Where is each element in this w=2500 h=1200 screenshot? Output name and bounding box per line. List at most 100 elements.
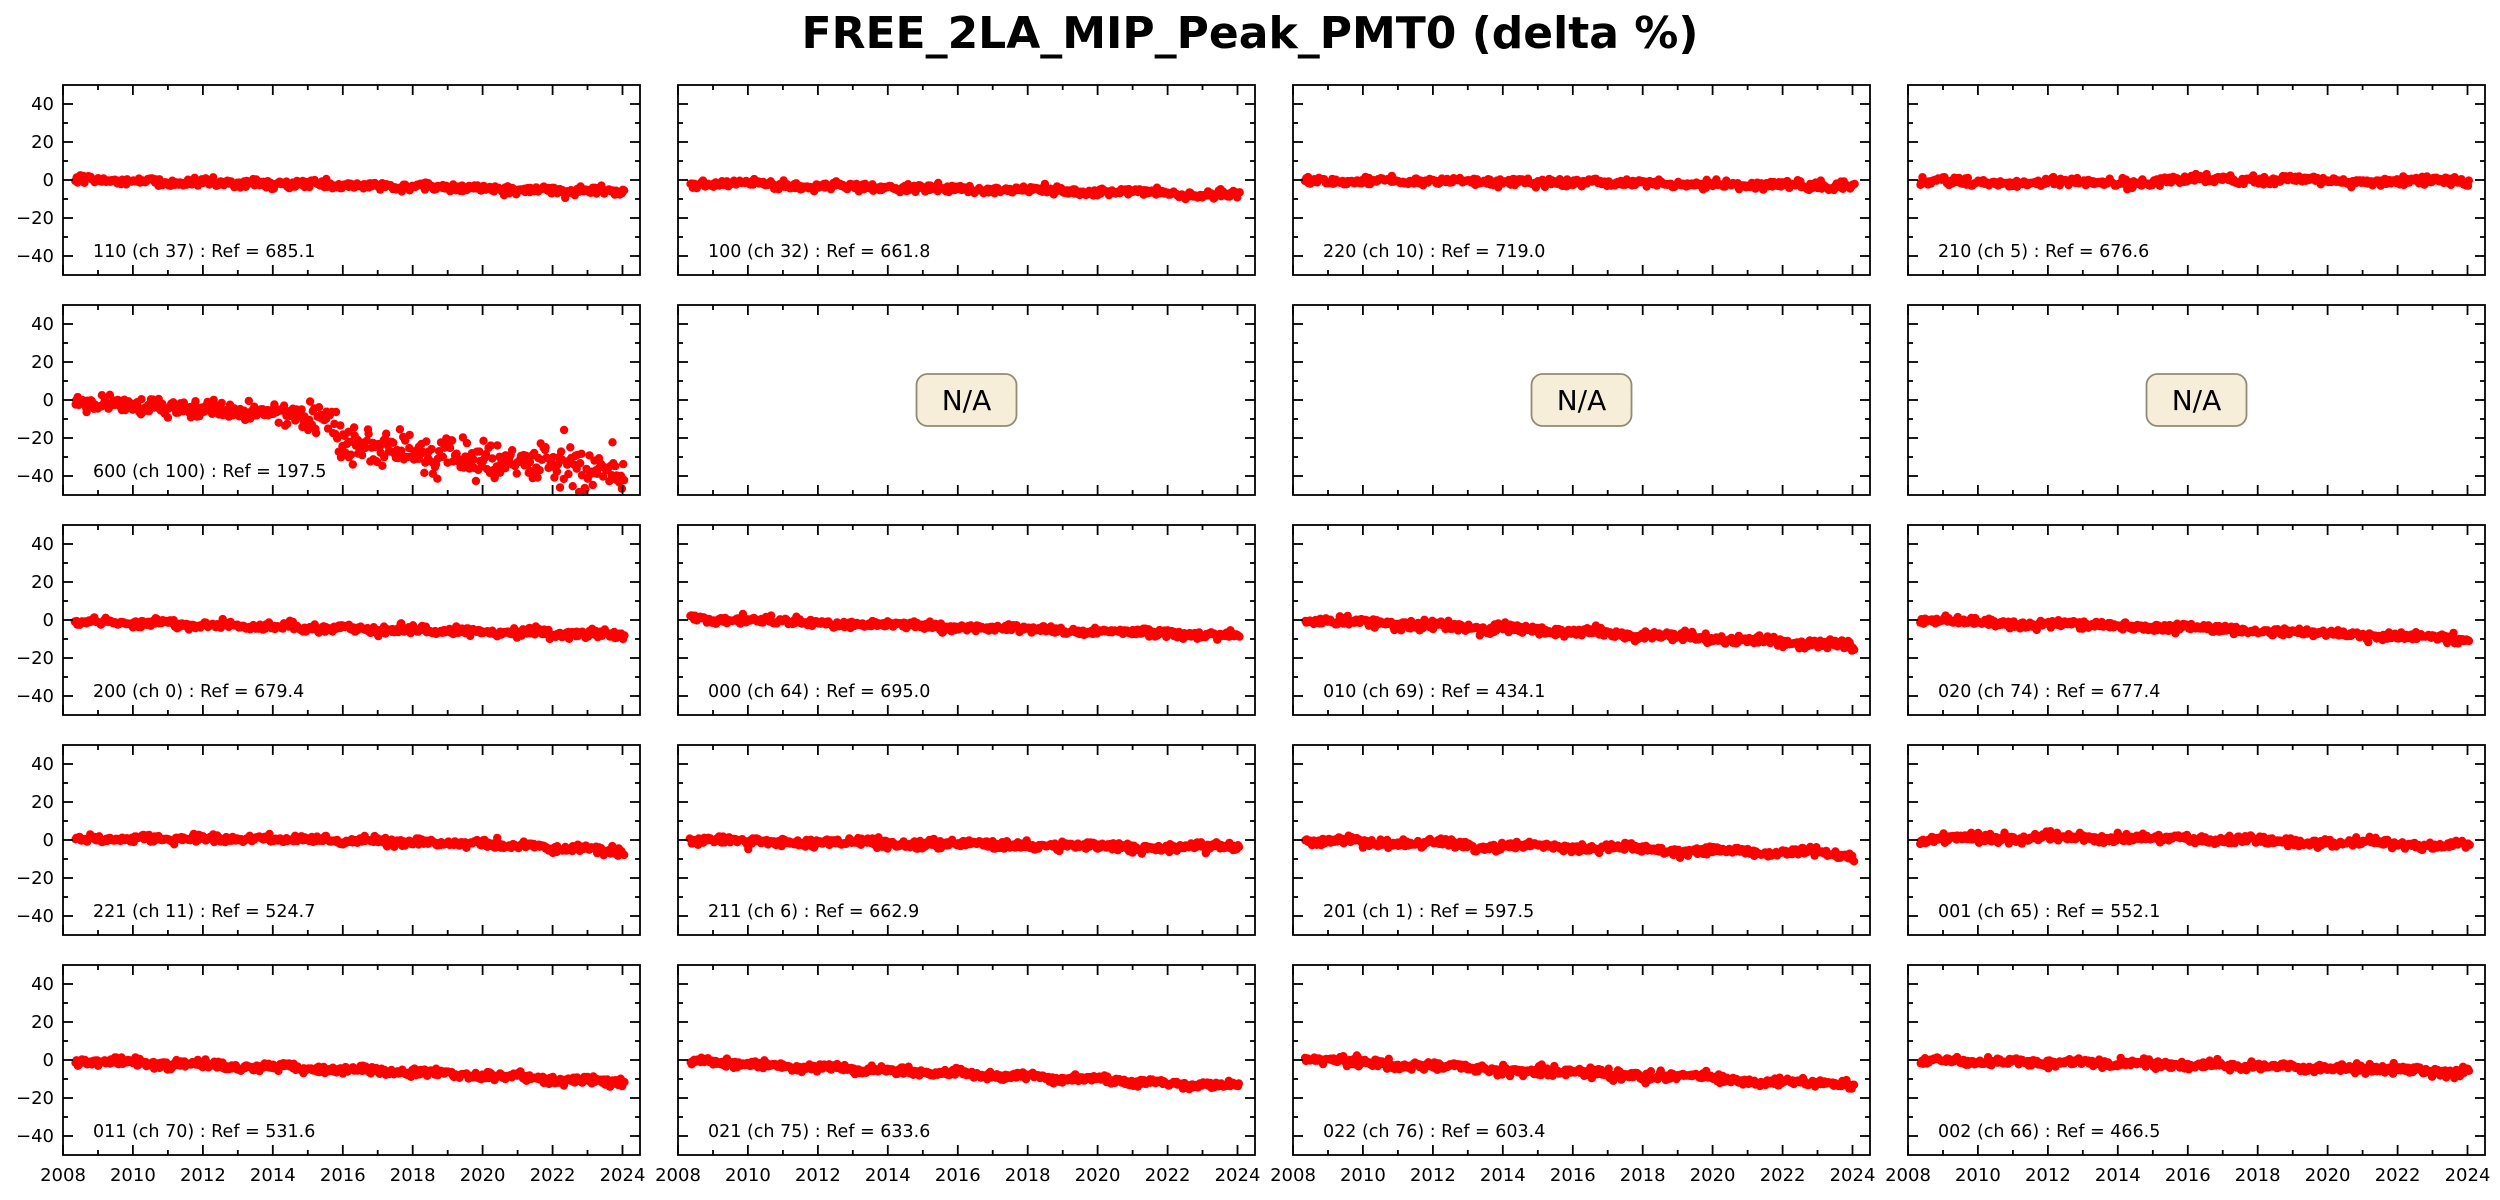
- svg-text:−40: −40: [16, 246, 54, 267]
- axes-border: [62, 84, 641, 276]
- scatter-plot-100: 100 (ch 32) : Ref = 661.8: [677, 84, 1256, 276]
- svg-text:0: 0: [43, 170, 54, 191]
- axis-ticks: [677, 525, 1255, 715]
- panel-label: 022 (ch 76) : Ref = 603.4: [1323, 1122, 1545, 1142]
- panel-210: 210 (ch 5) : Ref = 676.6: [1907, 84, 2486, 276]
- scatter-plot-010: 010 (ch 69) : Ref = 434.1: [1292, 524, 1871, 716]
- panel-label: 021 (ch 75) : Ref = 633.6: [708, 1122, 930, 1142]
- data-points: [1300, 1051, 1859, 1093]
- x-tick-labels: 2008 2010 2012 2014 2016 2018 2020 2022 2024: [1885, 1165, 2490, 1186]
- panel-label: 020 (ch 74) : Ref = 677.4: [1938, 682, 2160, 702]
- panel-label: 110 (ch 37) : Ref = 685.1: [93, 242, 315, 262]
- panel-na3: N/A: [1907, 304, 2486, 496]
- panel-200: −40 −20 0 20 40 200 (ch 0) : Ref = 679.4: [16, 524, 641, 716]
- panel-label: 221 (ch 11) : Ref = 524.7: [93, 902, 315, 922]
- panel-label: 600 (ch 100) : Ref = 197.5: [93, 462, 327, 482]
- panel-100: 100 (ch 32) : Ref = 661.8: [677, 84, 1256, 276]
- panel-label: 000 (ch 64) : Ref = 695.0: [708, 682, 930, 702]
- panel-220: 220 (ch 10) : Ref = 719.0: [1292, 84, 1871, 276]
- scatter-plot-022: 2008 2010 2012 2014 2016 2018 2020 2022 2024 022 …: [1270, 964, 1875, 1186]
- na-text: N/A: [2172, 384, 2222, 417]
- svg-text:20: 20: [31, 352, 54, 373]
- data-points: [71, 829, 629, 860]
- panel-na1: N/A: [677, 304, 1256, 496]
- svg-text:0: 0: [43, 390, 54, 411]
- panel-001: 001 (ch 65) : Ref = 552.1: [1907, 744, 2486, 936]
- svg-text:−40: −40: [16, 466, 54, 487]
- axes-border: [1907, 84, 2486, 276]
- svg-text:−20: −20: [16, 208, 54, 229]
- axes-border: [62, 304, 641, 496]
- svg-text:40: 40: [31, 94, 54, 115]
- data-points: [1301, 831, 1859, 866]
- scatter-plot-na3: N/A: [1907, 304, 2486, 496]
- data-points: [1916, 1052, 2474, 1083]
- panel-201: 201 (ch 1) : Ref = 597.5: [1292, 744, 1871, 936]
- scatter-plot-001: 001 (ch 65) : Ref = 552.1: [1907, 744, 2486, 936]
- panel-010: 010 (ch 69) : Ref = 434.1: [1292, 524, 1871, 716]
- scatter-plot-002: 2008 2010 2012 2014 2016 2018 2020 2022 2024 002 …: [1885, 964, 2490, 1186]
- x-tick-labels: 2008 2010 2012 2014 2016 2018 2020 2022 2024: [655, 1165, 1260, 1186]
- panel-021: 2008 2010 2012 2014 2016 2018 2020 2022 2024 021 …: [655, 964, 1260, 1186]
- data-points: [71, 171, 629, 203]
- axes-border: [1292, 524, 1871, 716]
- y-tick-labels: −40 −20 0 20 40: [16, 314, 54, 487]
- axes-border: [1907, 524, 2486, 716]
- data-points: [1301, 611, 1859, 655]
- panel-label: 010 (ch 69) : Ref = 434.1: [1323, 682, 1545, 702]
- data-points: [71, 390, 629, 495]
- panel-label: 210 (ch 5) : Ref = 676.6: [1938, 242, 2149, 262]
- panel-label: 211 (ch 6) : Ref = 662.9: [708, 902, 919, 922]
- page-title: FREE_2LA_MIP_Peak_PMT0 (delta %): [801, 8, 1699, 59]
- data-points: [1916, 169, 2473, 194]
- data-points: [686, 1053, 1243, 1094]
- axis-ticks: [1907, 525, 2485, 715]
- panel-011: −40 −20 0 20 40 2008 2010 2012 2014 2016 2018 2020 2…: [16, 964, 645, 1186]
- axes-border: [677, 964, 1256, 1156]
- data-points: [1916, 611, 2474, 648]
- svg-text:40: 40: [31, 314, 54, 335]
- x-tick-labels: 2008 2010 2012 2014 2016 2018 2020 2022 2024: [40, 1165, 645, 1186]
- x-tick-labels: 2008 2010 2012 2014 2016 2018 2020 2022 2024: [1270, 1165, 1875, 1186]
- panel-label: 002 (ch 66) : Ref = 466.5: [1938, 1122, 2160, 1142]
- na-badge: N/A: [915, 373, 1018, 427]
- axes-border: [1292, 964, 1871, 1156]
- data-points: [1300, 171, 1859, 195]
- panel-label: 001 (ch 65) : Ref = 552.1: [1938, 902, 2160, 922]
- panel-002: 2008 2010 2012 2014 2016 2018 2020 2022 2024 002 …: [1885, 964, 2490, 1186]
- panel-022: 2008 2010 2012 2014 2016 2018 2020 2022 2024 022 …: [1270, 964, 1875, 1186]
- axes-border: [677, 524, 1256, 716]
- svg-text:20: 20: [31, 132, 54, 153]
- scatter-plot-110: −40 −20 0 20 40 110 (ch 37) : Ref = 685.1: [16, 84, 641, 276]
- axes-border: [62, 744, 641, 936]
- svg-text:−20: −20: [16, 648, 54, 669]
- scatter-plot-600: −40 −20 0 20 40 600 (ch 100) : Ref = 197.5: [16, 304, 641, 496]
- panel-label: 011 (ch 70) : Ref = 531.6: [93, 1122, 315, 1142]
- panel-221: −40 −20 0 20 40 221 (ch 11) : Ref = 524.7: [16, 744, 641, 936]
- data-points: [686, 174, 1244, 204]
- axis-ticks: [1907, 965, 2485, 1155]
- axes-border: [1292, 744, 1871, 936]
- svg-text:−20: −20: [16, 428, 54, 449]
- axis-ticks: [1292, 965, 1870, 1155]
- data-points: [1916, 827, 2474, 855]
- svg-text:20: 20: [31, 572, 54, 593]
- axes-border: [1907, 964, 2486, 1156]
- svg-text:40: 40: [31, 534, 54, 555]
- svg-text:0: 0: [43, 610, 54, 631]
- axes-border: [1907, 744, 2486, 936]
- panel-na2: N/A: [1292, 304, 1871, 496]
- axis-ticks: [1292, 305, 1870, 495]
- data-points: [70, 613, 629, 644]
- panel-000: 000 (ch 64) : Ref = 695.0: [677, 524, 1256, 716]
- na-text: N/A: [1557, 384, 1607, 417]
- scatter-plot-201: 201 (ch 1) : Ref = 597.5: [1292, 744, 1871, 936]
- data-points: [71, 1053, 629, 1091]
- y-tick-labels: −40 −20 0 20 40: [16, 94, 54, 267]
- scatter-plot-na1: N/A: [677, 304, 1256, 496]
- scatter-plot-210: 210 (ch 5) : Ref = 676.6: [1907, 84, 2486, 276]
- scatter-plot-200: −40 −20 0 20 40 200 (ch 0) : Ref = 679.4: [16, 524, 641, 716]
